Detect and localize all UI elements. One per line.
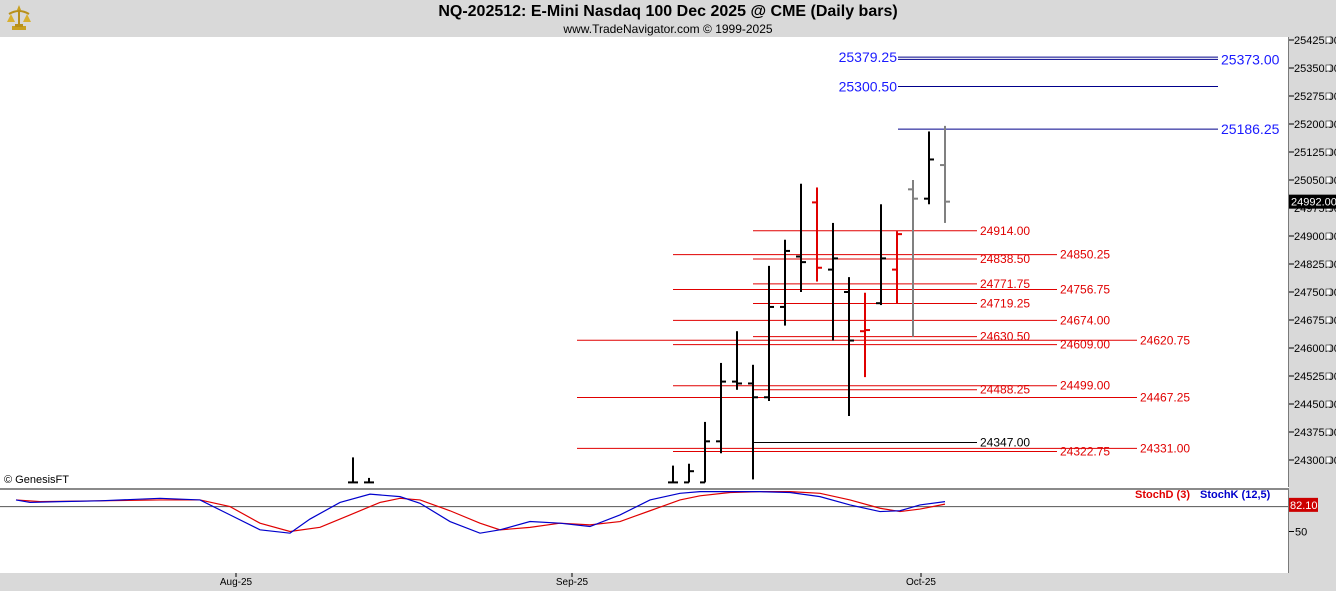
copyright-label: © GenesisFT [4,474,69,486]
gold-trophy-logo-icon [7,5,31,30]
chart-title: NQ-202512: E-Mini Nasdaq 100 Dec 2025 @ … [438,3,898,20]
price-pane[interactable] [0,37,1289,487]
chart-header: NQ-202512: E-Mini Nasdaq 100 Dec 2025 @ … [0,0,1336,37]
stochd-legend: StochD (3) [1135,489,1190,501]
stochk-legend: StochK (12,5) [1200,489,1271,501]
chart-subtitle: www.TradeNavigator.com © 1999-2025 [563,22,773,36]
stochastic-pane[interactable] [0,488,1289,575]
price-axis[interactable] [1289,37,1336,573]
date-axis[interactable] [0,573,1336,591]
